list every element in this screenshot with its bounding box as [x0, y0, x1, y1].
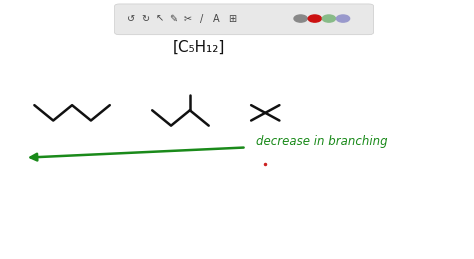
- FancyBboxPatch shape: [115, 4, 374, 35]
- Text: ↺: ↺: [127, 13, 135, 24]
- Circle shape: [308, 15, 321, 22]
- Text: [C₅H₁₂]: [C₅H₁₂]: [173, 40, 226, 55]
- Text: ✂: ✂: [183, 13, 191, 24]
- Text: ↻: ↻: [141, 13, 149, 24]
- Circle shape: [322, 15, 336, 22]
- Text: ✎: ✎: [169, 13, 177, 24]
- Text: ⊞: ⊞: [228, 13, 237, 24]
- Text: decrease in branching: decrease in branching: [256, 134, 387, 148]
- Text: A: A: [212, 13, 219, 24]
- Text: /: /: [200, 13, 203, 24]
- Circle shape: [294, 15, 307, 22]
- Circle shape: [337, 15, 350, 22]
- Text: ↖: ↖: [155, 13, 164, 24]
